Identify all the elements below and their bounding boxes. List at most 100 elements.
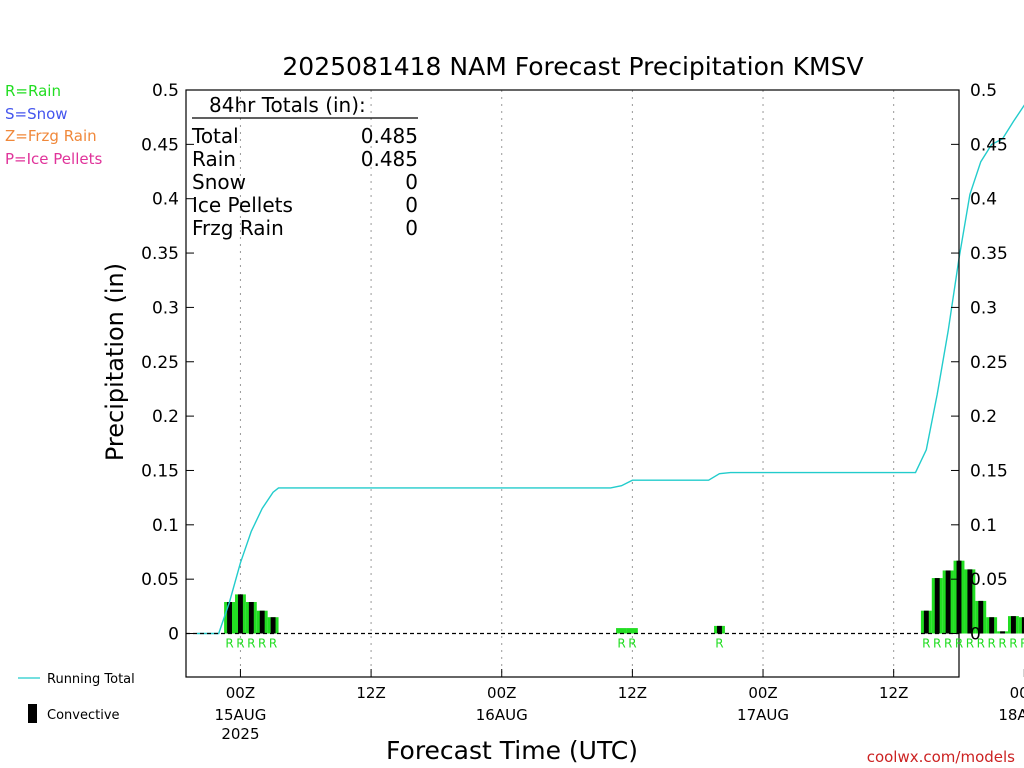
ptype-label: R xyxy=(269,637,277,651)
x-tick-label: 12Z xyxy=(618,684,647,702)
ptype-label: R xyxy=(977,637,985,651)
totals-row-label: Total xyxy=(191,124,239,148)
ptype-label: R xyxy=(715,637,723,651)
x-tick-label: 12Z xyxy=(356,684,385,702)
running-total-layer xyxy=(196,104,1024,635)
convective-bar xyxy=(989,617,995,634)
x-tick-date: 18AUG xyxy=(998,706,1024,724)
axes: 0 00.05 0.050.1 0.10.15 0.150.2 0.20.25 0.250.… xyxy=(141,81,1024,743)
y-tick-label-left: 0 xyxy=(168,625,179,645)
totals-box: 84hr Totals (in): Total 0.485 Rain 0.485 Sno… xyxy=(191,93,418,240)
totals-row-value: 0 xyxy=(405,216,418,240)
precip-bar xyxy=(626,628,638,634)
chart-title: 2025081418 NAM Forecast Precipitation KM… xyxy=(282,52,863,81)
y-tick-label-left: 0.05 xyxy=(141,570,179,590)
convective-bar xyxy=(1021,617,1024,634)
x-tick-label: 00Z xyxy=(487,684,516,702)
y-tick-label-left: 0.5 xyxy=(152,81,179,101)
ptype-label: R xyxy=(225,637,233,651)
y-tick-label-right: 0.15 xyxy=(970,461,1008,481)
x-tick-label: 00Z xyxy=(1010,684,1024,702)
legend-snow: S=Snow xyxy=(5,105,68,123)
convective-bar xyxy=(270,617,276,634)
legend-rain: R=Rain xyxy=(5,82,61,100)
ptype-label: R xyxy=(236,637,244,651)
x-tick-date: 17AUG xyxy=(737,706,789,724)
y-tick-label-right: 0.25 xyxy=(970,353,1008,373)
x-tick-date: 16AUG xyxy=(476,706,528,724)
y-tick-label-left: 0.4 xyxy=(152,190,179,210)
x-tick-label: 00Z xyxy=(226,684,255,702)
y-tick-label-left: 0.35 xyxy=(141,244,179,264)
grid-lines xyxy=(239,90,895,677)
y-tick-label-left: 0.25 xyxy=(141,353,179,373)
convective-bar xyxy=(227,601,232,634)
y-tick-label-right: 0.4 xyxy=(970,190,997,210)
totals-row-value: 0 xyxy=(405,193,418,217)
convective-bar xyxy=(945,570,951,634)
y-axis-label: Precipitation (in) xyxy=(101,263,129,461)
convective-bar xyxy=(923,610,929,634)
convective-bar xyxy=(717,625,722,634)
ptype-label: R xyxy=(922,637,930,651)
y-tick-label-right: 0.1 xyxy=(970,516,997,536)
ptype-label: R xyxy=(933,637,941,651)
plot-frame xyxy=(185,89,960,678)
running-total-legend-label: Running Total xyxy=(47,672,135,687)
ptype-label: R xyxy=(1009,637,1017,651)
totals-row-value: 0.485 xyxy=(361,147,418,171)
convective-legend-label: Convective xyxy=(47,708,120,723)
y-tick-label-left: 0.15 xyxy=(141,461,179,481)
y-tick-label-left: 0.45 xyxy=(141,135,179,155)
y-tick-label-right: 0.35 xyxy=(970,244,1008,264)
totals-row-value: 0.485 xyxy=(361,124,418,148)
running-total-line xyxy=(196,104,1024,635)
legend-frzg-rain: Z=Frzg Rain xyxy=(5,127,97,145)
credit-text: coolwx.com/models xyxy=(867,748,1015,766)
precip-bar xyxy=(616,628,627,634)
convective-bar xyxy=(1010,616,1016,634)
ptype-label: R xyxy=(628,637,636,651)
ptype-label: R xyxy=(987,637,995,651)
precip-bars xyxy=(224,560,1024,634)
convective-bar xyxy=(259,610,265,634)
y-tick-label-left: 0.3 xyxy=(152,298,179,318)
totals-row-label: Frzg Rain xyxy=(192,216,284,240)
y-tick-label-right: 0.3 xyxy=(970,298,997,318)
y-tick-label-right: 0.05 xyxy=(970,570,1008,590)
convective-bar xyxy=(934,578,940,634)
y-tick-label-left: 0.1 xyxy=(152,516,179,536)
convective-bar xyxy=(967,569,973,634)
y-tick-label-right: 0.5 xyxy=(970,81,997,101)
ptype-label: R xyxy=(944,637,952,651)
convective-bar xyxy=(248,601,254,634)
totals-header: 84hr Totals (in): xyxy=(209,93,366,117)
convective-bar xyxy=(978,600,984,634)
x-tick-date: 15AUG xyxy=(214,706,266,724)
y-tick-label-right: 0.2 xyxy=(970,407,997,427)
totals-row-label: Ice Pellets xyxy=(192,193,293,217)
convective-bar xyxy=(1000,631,1005,634)
y-tick-label-right: 0.45 xyxy=(970,135,1008,155)
convective-bar xyxy=(237,594,243,634)
y-tick-label-left: 0.2 xyxy=(152,407,179,427)
ptype-label: R xyxy=(966,637,974,651)
ptype-label: R xyxy=(247,637,255,651)
y-tick-label-right: 0 xyxy=(970,625,981,645)
ptype-label: R xyxy=(1020,637,1024,651)
x-tick-year: 2025 xyxy=(221,725,259,743)
ptype-label: R xyxy=(998,637,1006,651)
totals-row-value: 0 xyxy=(405,170,418,194)
x-axis-label: Forecast Time (UTC) xyxy=(386,736,638,765)
ptype-label: R xyxy=(617,637,625,651)
totals-row-label: Rain xyxy=(192,147,236,171)
legend-ice-pellets: P=Ice Pellets xyxy=(5,150,102,168)
ptype-label: R xyxy=(955,637,963,651)
x-tick-label: 00Z xyxy=(748,684,777,702)
x-tick-label: 12Z xyxy=(879,684,908,702)
totals-row-label: Snow xyxy=(192,170,246,194)
ptype-labels: RRRRRRRRRRRRRRRRRR xyxy=(225,637,1024,651)
precip-bar xyxy=(1018,617,1024,634)
convective-swatch xyxy=(28,704,37,723)
